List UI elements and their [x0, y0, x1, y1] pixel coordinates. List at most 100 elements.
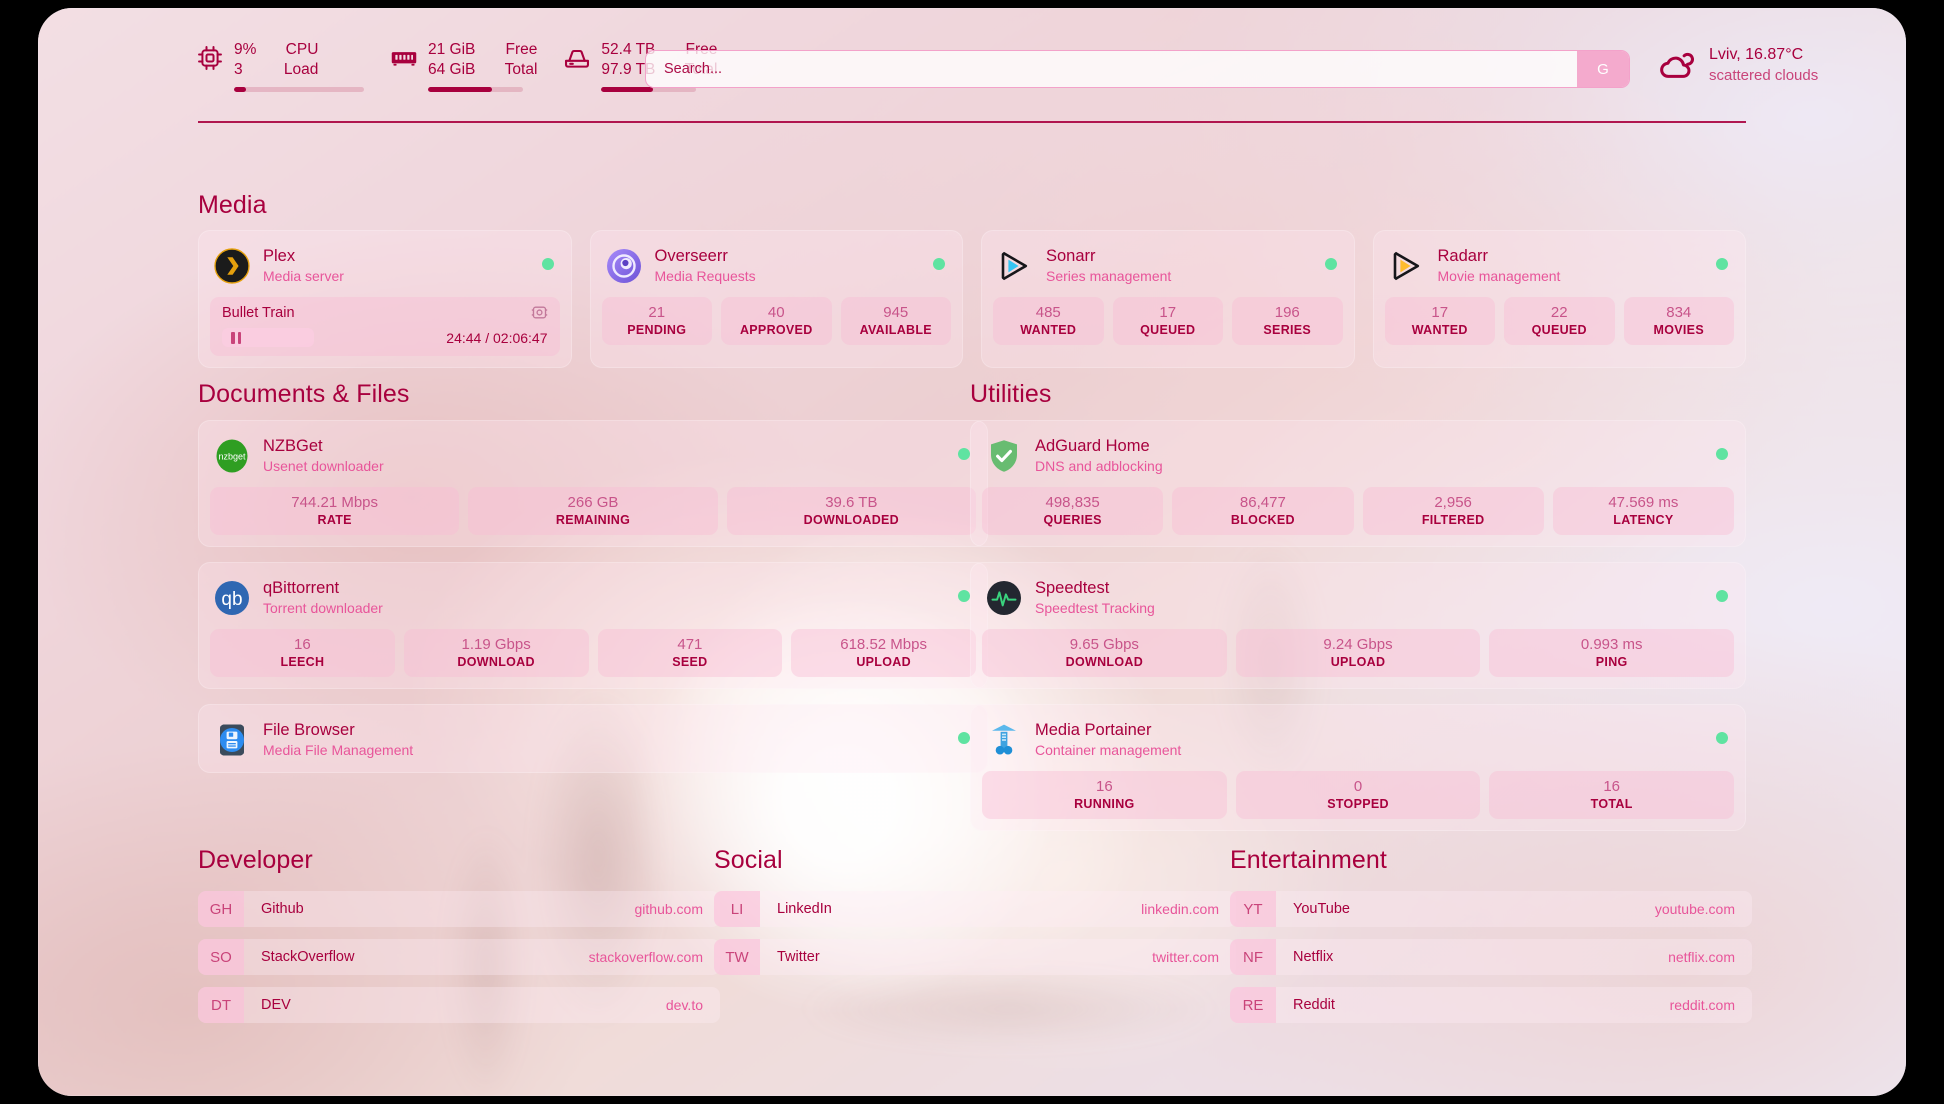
- service-card-adguard-home[interactable]: AdGuard Home DNS and adblocking 498,835 QUE…: [970, 420, 1746, 547]
- bookmark-item[interactable]: RE Reddit reddit.com: [1230, 987, 1752, 1023]
- service-stat: 21 PENDING: [601, 297, 712, 345]
- bookmark-item[interactable]: YT YouTube youtube.com: [1230, 891, 1752, 927]
- service-subtitle: Media File Management: [263, 742, 414, 759]
- bookmark-name: DEV: [261, 997, 291, 1013]
- system-stat-value-bottom: 97.9 TB: [601, 60, 656, 78]
- system-stat-label-bottom: Load: [283, 60, 319, 78]
- service-name: AdGuard Home: [1035, 436, 1150, 455]
- service-card-qbittorrent[interactable]: qb qBittorrent Torrent downloader 16 LEECH 1.…: [198, 562, 988, 689]
- adguard-logo: [986, 438, 1022, 474]
- service-name: qBittorrent: [263, 578, 340, 597]
- system-stat-values: 21 GiB 64 GiB Free Total: [428, 40, 537, 80]
- bookmark-url: dev.to: [665, 997, 703, 1013]
- radarr-logo: [1389, 248, 1425, 284]
- service-subtitle: Media Requests: [654, 268, 756, 285]
- search-input[interactable]: [646, 51, 1577, 87]
- service-card-overseerr[interactable]: Overseerr Media Requests 21 PENDING 40 APPROV…: [589, 230, 963, 368]
- bookmark-group-title: Entertainment: [1230, 846, 1387, 874]
- service-card-file-browser[interactable]: File Browser Media File Management: [198, 704, 988, 773]
- service-card-media-portainer[interactable]: Media Portainer Container management 16 RUN…: [970, 704, 1746, 831]
- search-submit-button[interactable]: G: [1577, 51, 1629, 87]
- service-stat-value: 86,477: [1239, 494, 1286, 511]
- service-subtitle: DNS and adblocking: [1035, 458, 1163, 475]
- service-card-nzbget[interactable]: nzbget NZBGet Usenet downloader 744.21 Mbps…: [198, 420, 988, 547]
- service-name: Speedtest: [1035, 578, 1110, 597]
- service-stat: 945 AVAILABLE: [840, 297, 951, 345]
- service-card-header: Overseerr Media Requests: [602, 241, 952, 287]
- speedtest-logo: [986, 580, 1022, 616]
- bookmark-item[interactable]: LI LinkedIn linkedin.com: [714, 891, 1236, 927]
- service-subtitle: Usenet downloader: [263, 458, 384, 475]
- service-stat-label: BLOCKED: [1230, 513, 1295, 527]
- progress-fill: [234, 86, 246, 92]
- service-stat-value: 17: [1431, 304, 1449, 321]
- bookmark-name: LinkedIn: [777, 901, 832, 917]
- service-stat-label: UPLOAD: [1330, 655, 1386, 669]
- service-stat-label: APPROVED: [739, 323, 813, 337]
- service-name: Media Portainer: [1035, 720, 1152, 739]
- service-stat-value: 1.19 Gbps: [461, 636, 531, 653]
- service-stat-value: 498,835: [1045, 494, 1100, 511]
- now-playing-title-row: Bullet Train: [222, 304, 548, 321]
- service-card-sonarr[interactable]: Sonarr Series management 485 WANTED 17 QUEUED…: [981, 230, 1355, 368]
- service-stat: 744.21 Mbps RATE: [210, 487, 460, 535]
- service-stat-row: 21 PENDING 40 APPROVED 945 AVAILABLE: [601, 297, 951, 345]
- pause-button[interactable]: [222, 328, 314, 347]
- service-stat-label: QUERIES: [1043, 513, 1102, 527]
- service-card-header: File Browser Media File Management: [210, 715, 976, 761]
- system-stat-value-top: 9%: [234, 41, 257, 58]
- service-stat-row: 498,835 QUERIES 86,477 BLOCKED 2,956 FILTERED…: [982, 487, 1734, 535]
- utilities-card-column: AdGuard Home DNS and adblocking 498,835 QUE…: [970, 420, 1746, 831]
- bookmark-url: youtube.com: [1654, 901, 1735, 917]
- now-playing-time: 24:44 / 02:06:47: [446, 329, 548, 346]
- dashboard-page: 9% 3 CPU Load 21 GiB 64 GiB Free Total 52.4 TB 97…: [38, 8, 1906, 1096]
- service-stat: 471 SEED: [597, 629, 783, 677]
- cast-icon[interactable]: [531, 304, 548, 321]
- service-card-titles: Overseerr Media Requests: [655, 246, 756, 286]
- service-card-titles: NZBGet Usenet downloader: [263, 436, 384, 476]
- cloud-icon: [1658, 46, 1696, 84]
- service-card-header: nzbget NZBGet Usenet downloader: [210, 431, 976, 477]
- service-stat: 9.65 Gbps DOWNLOAD: [982, 629, 1227, 677]
- bookmark-item[interactable]: NF Netflix netflix.com: [1230, 939, 1752, 975]
- bookmark-abbr: NF: [1230, 939, 1276, 975]
- bookmark-group-social: Social LI LinkedIn linkedin.com TW Twitter twi…: [714, 846, 1236, 975]
- service-stat-label: WANTED: [1020, 323, 1077, 337]
- bookmark-item[interactable]: DT DEV dev.to: [198, 987, 720, 1023]
- service-card-speedtest[interactable]: Speedtest Speedtest Tracking 9.65 Gbps DOWN…: [970, 562, 1746, 689]
- now-playing: Bullet Train 24:44 / 02:06:47: [210, 297, 560, 356]
- status-badge: [1716, 448, 1728, 460]
- bookmark-item[interactable]: GH Github github.com: [198, 891, 720, 927]
- status-badge: [933, 258, 945, 270]
- bookmark-url: linkedin.com: [1141, 901, 1219, 917]
- search-bar[interactable]: G: [645, 50, 1630, 88]
- service-subtitle: Movie management: [1437, 268, 1561, 285]
- service-stat-value: 618.52 Mbps: [840, 636, 927, 653]
- service-stat-label: DOWNLOAD: [1065, 655, 1144, 669]
- system-stat-progress-bar: [428, 86, 523, 92]
- status-badge: [541, 258, 554, 270]
- bookmark-group-entertainment: Entertainment YT YouTube youtube.com NF Netfl…: [1230, 846, 1752, 1023]
- service-name: File Browser: [263, 720, 355, 739]
- service-stat: 834 MOVIES: [1623, 297, 1734, 345]
- service-card-header: Radarr Movie management: [1385, 241, 1735, 287]
- service-stat-value: 9.65 Gbps: [1069, 636, 1139, 653]
- status-badge: [1324, 258, 1337, 270]
- service-subtitle: Speedtest Tracking: [1035, 600, 1155, 617]
- service-name: NZBGet: [263, 436, 323, 455]
- service-stat-row: 17 WANTED 22 QUEUED 834 MOVIES: [1384, 297, 1734, 345]
- bookmark-item[interactable]: TW Twitter twitter.com: [714, 939, 1236, 975]
- section-title-utilities: Utilities: [970, 380, 1052, 408]
- service-stat-label: UPLOAD: [856, 655, 911, 669]
- service-stat-value: 21: [648, 304, 666, 321]
- service-card-titles: qBittorrent Torrent downloader: [263, 578, 383, 618]
- status-badge: [1716, 590, 1728, 602]
- bookmark-item[interactable]: SO StackOverflow stackoverflow.com: [198, 939, 720, 975]
- service-stat: 0 STOPPED: [1235, 771, 1481, 819]
- service-subtitle: Media server: [263, 268, 344, 285]
- service-card-plex[interactable]: Plex Media server Bullet Train 24:44 / 02:0…: [198, 230, 572, 368]
- service-card-radarr[interactable]: Radarr Movie management 17 WANTED 22 QUEUED 83…: [1372, 230, 1746, 368]
- service-name: Overseerr: [654, 246, 728, 265]
- status-badge: [958, 448, 970, 460]
- service-stat: 16 RUNNING: [982, 771, 1227, 819]
